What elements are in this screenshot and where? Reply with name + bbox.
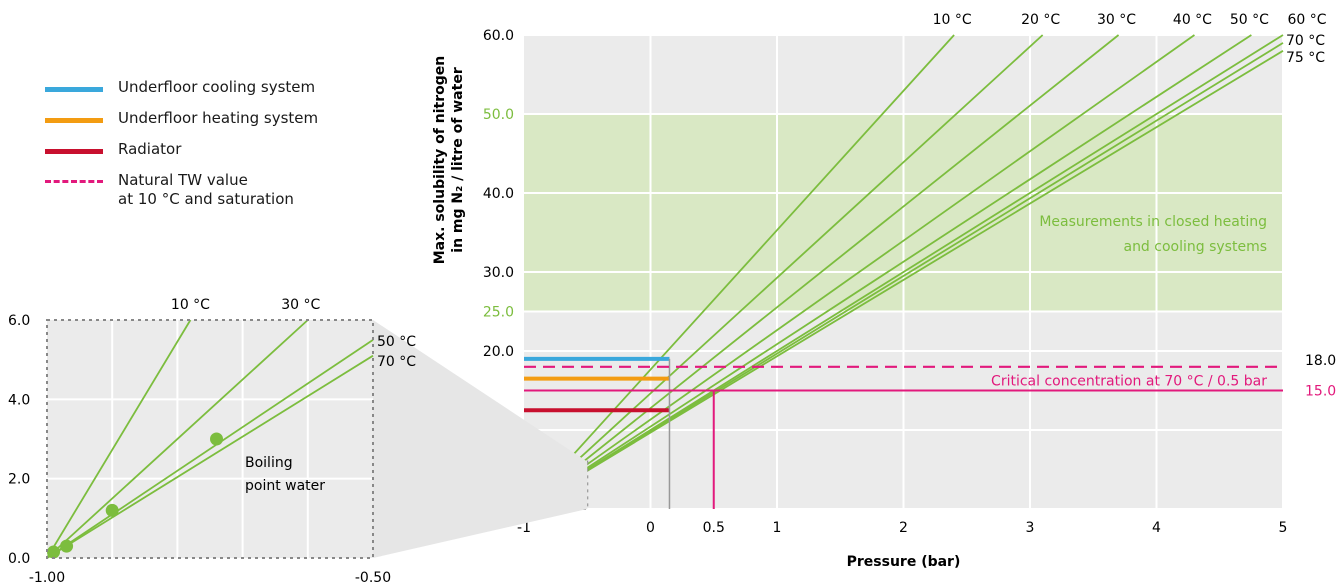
- band-label-line1: Measurements in closed heating: [1039, 214, 1267, 230]
- legend-swatch-natural: [45, 180, 103, 183]
- legend-label-radiator: Radiator: [118, 140, 182, 158]
- main-y-band-tick-1: 50.0: [483, 107, 514, 123]
- inset-x-tick-0: -1.00: [29, 570, 65, 586]
- main-y-band-tick-0: 25.0: [483, 305, 514, 321]
- inset-border: [46, 319, 374, 559]
- main-x-axis-label: Pressure (bar): [847, 554, 961, 570]
- main-x-tick-4: 2: [899, 520, 908, 536]
- inset-series-label-2: 50 °C: [377, 334, 416, 350]
- main-y-tick-5: 60.0: [483, 28, 514, 44]
- main-y-axis-label-line2: in mg N₂ / litre of water: [450, 67, 466, 253]
- boiling-point-annotation-line2: point water: [245, 478, 325, 494]
- main-series-line-5: [523, 34, 1284, 510]
- main-x-tick-5: 3: [1026, 520, 1035, 536]
- inset-plot-background: [47, 320, 373, 558]
- inset-x-tick-1: -0.50: [355, 570, 391, 586]
- legend-swatch-radiator: [45, 149, 103, 154]
- inset-series-label-3: 70 °C: [377, 354, 416, 370]
- legend-label-cooling: Underfloor cooling system: [118, 78, 316, 96]
- legend-label-natural: Natural TW value at 10 °C and saturation: [118, 171, 378, 209]
- main-x-tick-1: 0: [646, 520, 655, 536]
- main-series-label-3: 40 °C: [1173, 12, 1212, 28]
- main-x-tick-7: 5: [1279, 520, 1288, 536]
- main-series-line-0: [523, 34, 955, 510]
- main-series-line-3: [523, 34, 1195, 510]
- main-series-label-6: 70 °C: [1286, 33, 1325, 49]
- main-series-line-2: [523, 34, 1120, 510]
- main-series-line-1: [523, 34, 1044, 510]
- boiling-point-annotation-line1: Boiling: [245, 455, 293, 471]
- main-y-axis-label-line1: Max. solubility of nitrogen: [432, 56, 448, 264]
- inset-series-line-3: [46, 354, 374, 559]
- main-series-label-0: 10 °C: [933, 12, 972, 28]
- main-series-label-5: 60 °C: [1287, 12, 1326, 28]
- critical-label: Critical concentration at 70 °C / 0.5 ba…: [991, 374, 1267, 390]
- boiling-point-0: [47, 545, 61, 559]
- inset-series-line-0: [46, 319, 192, 559]
- main-y-tick-3: 30.0: [483, 265, 514, 281]
- main-series-label-4: 50 °C: [1230, 12, 1269, 28]
- legend-label-heating: Underfloor heating system: [118, 109, 319, 127]
- main-x-tick-3: 1: [773, 520, 782, 536]
- inset-series-label-1: 30 °C: [281, 297, 320, 313]
- inset-y-tick-3: 6.0: [8, 313, 30, 329]
- critical-value-label: 15.0: [1305, 384, 1336, 400]
- inset-series-label-0: 10 °C: [171, 297, 210, 313]
- main-series-line-4: [523, 34, 1252, 510]
- inset-y-tick-1: 2.0: [8, 472, 30, 488]
- inset-y-tick-2: 4.0: [8, 392, 30, 408]
- main-series-line-6: [523, 42, 1284, 510]
- boiling-point-1: [60, 539, 74, 553]
- inset-series-line-1: [46, 319, 309, 559]
- main-x-tick-2: 0.5: [703, 520, 725, 536]
- main-series-line-7: [523, 50, 1284, 510]
- main-y-tick-4: 40.0: [483, 186, 514, 202]
- boiling-point-2: [105, 503, 119, 517]
- natural-value-label: 18.0: [1305, 353, 1336, 369]
- main-x-tick-6: 4: [1152, 520, 1161, 536]
- main-series-label-7: 75 °C: [1286, 50, 1325, 66]
- main-y-tick-2: 20.0: [483, 344, 514, 360]
- legend-swatch-heating: [45, 118, 103, 123]
- inset-y-tick-0: 0.0: [8, 551, 30, 567]
- band-label-line2: and cooling systems: [1123, 239, 1267, 255]
- legend-swatch-cooling: [45, 87, 103, 92]
- legend-label-natural-line1: Natural TW value: [118, 171, 248, 189]
- legend-label-natural-line2: at 10 °C and saturation: [118, 190, 294, 208]
- inset-series-line-2: [46, 339, 374, 559]
- main-series-label-1: 20 °C: [1021, 12, 1060, 28]
- main-series-label-2: 30 °C: [1097, 12, 1136, 28]
- boiling-point-3: [210, 432, 224, 446]
